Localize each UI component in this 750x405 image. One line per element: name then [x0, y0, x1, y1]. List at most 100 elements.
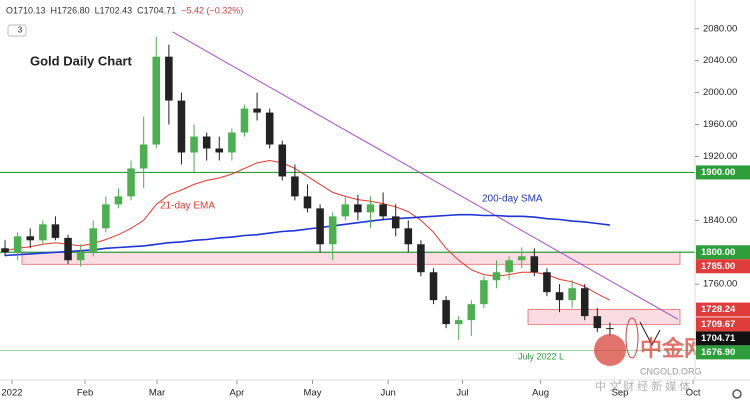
- x-tick-label: Aug: [532, 388, 549, 399]
- candle-body: [89, 228, 98, 253]
- level-label: 1900.00: [701, 167, 735, 178]
- level-label-box: [696, 317, 750, 332]
- plot-area: [0, 31, 695, 351]
- y-tick-label: 1760.00: [703, 279, 737, 290]
- y-tick-label: 1960.00: [703, 119, 737, 130]
- x-tick-label: Jun: [380, 388, 395, 399]
- header-value: C1704.71: [137, 5, 176, 15]
- candle-body: [152, 56, 161, 145]
- candle-body: [215, 148, 224, 153]
- level-label: 1704.71: [701, 333, 736, 344]
- y-tick-label: 2000.00: [703, 87, 737, 98]
- candle-body: [568, 288, 576, 301]
- settings-icon[interactable]: [732, 389, 742, 399]
- level-label: 1800.00: [701, 247, 735, 258]
- x-tick-label: May: [304, 388, 322, 399]
- y-tick-label: 2080.00: [703, 23, 737, 34]
- header-value: L1702.43: [95, 5, 133, 15]
- x-tick-label: 2022: [1, 388, 22, 399]
- trendline: [172, 31, 679, 320]
- level-label-box: [696, 165, 750, 180]
- sma-label: 200-day SMA: [482, 194, 543, 205]
- candle-body: [51, 224, 60, 238]
- header-value: H1726.80: [51, 5, 90, 15]
- candle-body: [13, 236, 22, 253]
- level-label-box: [696, 302, 750, 317]
- level-label-box: [696, 345, 750, 360]
- candle-body: [102, 204, 110, 229]
- header-value: −5.42 (−0.32%): [181, 5, 243, 15]
- candle-body: [177, 100, 186, 153]
- y-tick-label: 1840.00: [703, 215, 737, 226]
- candle-body: [480, 280, 488, 305]
- candle-body: [429, 272, 438, 301]
- candle-body: [39, 224, 47, 241]
- level-label: 1676.90: [701, 347, 735, 358]
- zone: [21, 251, 681, 265]
- candle-body: [240, 108, 249, 133]
- indicator-line: [4, 213, 611, 257]
- candle-body: [341, 204, 350, 217]
- candle-body: [505, 260, 513, 273]
- candle-body: [555, 292, 564, 301]
- candle-body: [76, 252, 85, 261]
- candle-body: [404, 228, 413, 245]
- candle-body: [253, 108, 261, 113]
- x-tick-label: Oct: [686, 388, 701, 399]
- candle-body: [316, 208, 324, 245]
- watermark-site: CNGOLD.ORG: [640, 366, 702, 376]
- candle-body: [328, 216, 337, 245]
- x-tick-label: Apr: [230, 388, 245, 399]
- projection-arrow: [639, 321, 661, 347]
- level-label-box: [696, 245, 750, 260]
- y-tick-label: 1920.00: [703, 151, 737, 162]
- candle-body: [26, 236, 35, 241]
- candle-body: [190, 136, 198, 153]
- candle-body: [593, 316, 602, 329]
- x-tick-label: Mar: [149, 388, 165, 399]
- candle-body: [454, 320, 463, 325]
- y-tick-label: 2040.00: [703, 55, 737, 66]
- candle-body: [127, 168, 135, 197]
- level-label: 1728.24: [701, 304, 736, 315]
- candle-body: [580, 288, 589, 317]
- chart-title: Gold Daily Chart: [30, 53, 133, 68]
- candle-body: [492, 272, 501, 281]
- candle-body: [1, 248, 9, 253]
- candle-body: [442, 300, 450, 325]
- annotation: July 2022 L: [518, 351, 564, 361]
- candle-body: [543, 272, 551, 293]
- candle-body: [303, 196, 312, 209]
- header-value: O1710.13: [6, 5, 46, 15]
- zone: [527, 309, 681, 325]
- candle-body: [391, 216, 400, 229]
- indicator-count: 3: [18, 26, 23, 35]
- candle-body: [379, 204, 387, 217]
- level-label: 1709.67: [701, 319, 735, 330]
- candle-body: [139, 144, 148, 169]
- level-label-box: [696, 331, 750, 346]
- candle-body: [114, 196, 123, 205]
- x-tick-label: Sep: [612, 388, 629, 399]
- ema-label: 21-day EMA: [160, 201, 215, 212]
- x-tick-label: Jul: [456, 388, 468, 399]
- candle-body: [278, 144, 287, 177]
- watermark-logo-icon: [594, 334, 626, 366]
- watermark-slogan: 中 文 财 经 新 媒 体: [595, 379, 690, 393]
- candle-body: [291, 176, 299, 197]
- candle-body: [417, 244, 425, 273]
- candle-body: [202, 136, 211, 149]
- indicator-badge[interactable]: [7, 24, 27, 37]
- candle-body: [265, 112, 274, 145]
- candle-body: [228, 132, 236, 153]
- candle-body: [354, 204, 362, 213]
- candle-body: [64, 237, 72, 261]
- candle-body: [530, 256, 539, 273]
- candle-body: [165, 56, 173, 101]
- level-label-box: [696, 259, 750, 274]
- highlight-circle: [625, 317, 639, 359]
- candle-body: [467, 304, 476, 321]
- candle-body: [606, 328, 614, 330]
- x-tick-label: Feb: [77, 388, 93, 399]
